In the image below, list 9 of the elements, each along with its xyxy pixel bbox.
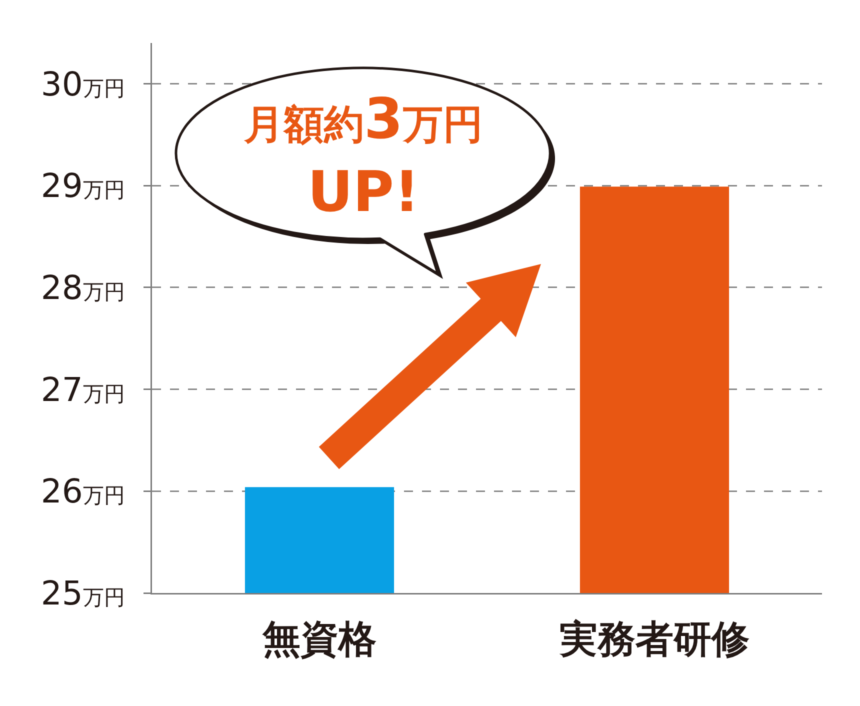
x-tick-label: 無資格 (262, 617, 376, 662)
y-tick-label: 27万円 (40, 370, 125, 409)
y-tick-label: 26万円 (40, 472, 125, 511)
y-tick-label: 29万円 (40, 166, 125, 206)
annotation: 月額約3万円 UP! (243, 87, 483, 225)
y-tick-label: 30万円 (40, 64, 125, 104)
y-tick-label: 28万円 (40, 268, 125, 307)
y-tick-label: 25万円 (40, 574, 125, 613)
x-tick-label: 実務者研修 (558, 617, 750, 662)
